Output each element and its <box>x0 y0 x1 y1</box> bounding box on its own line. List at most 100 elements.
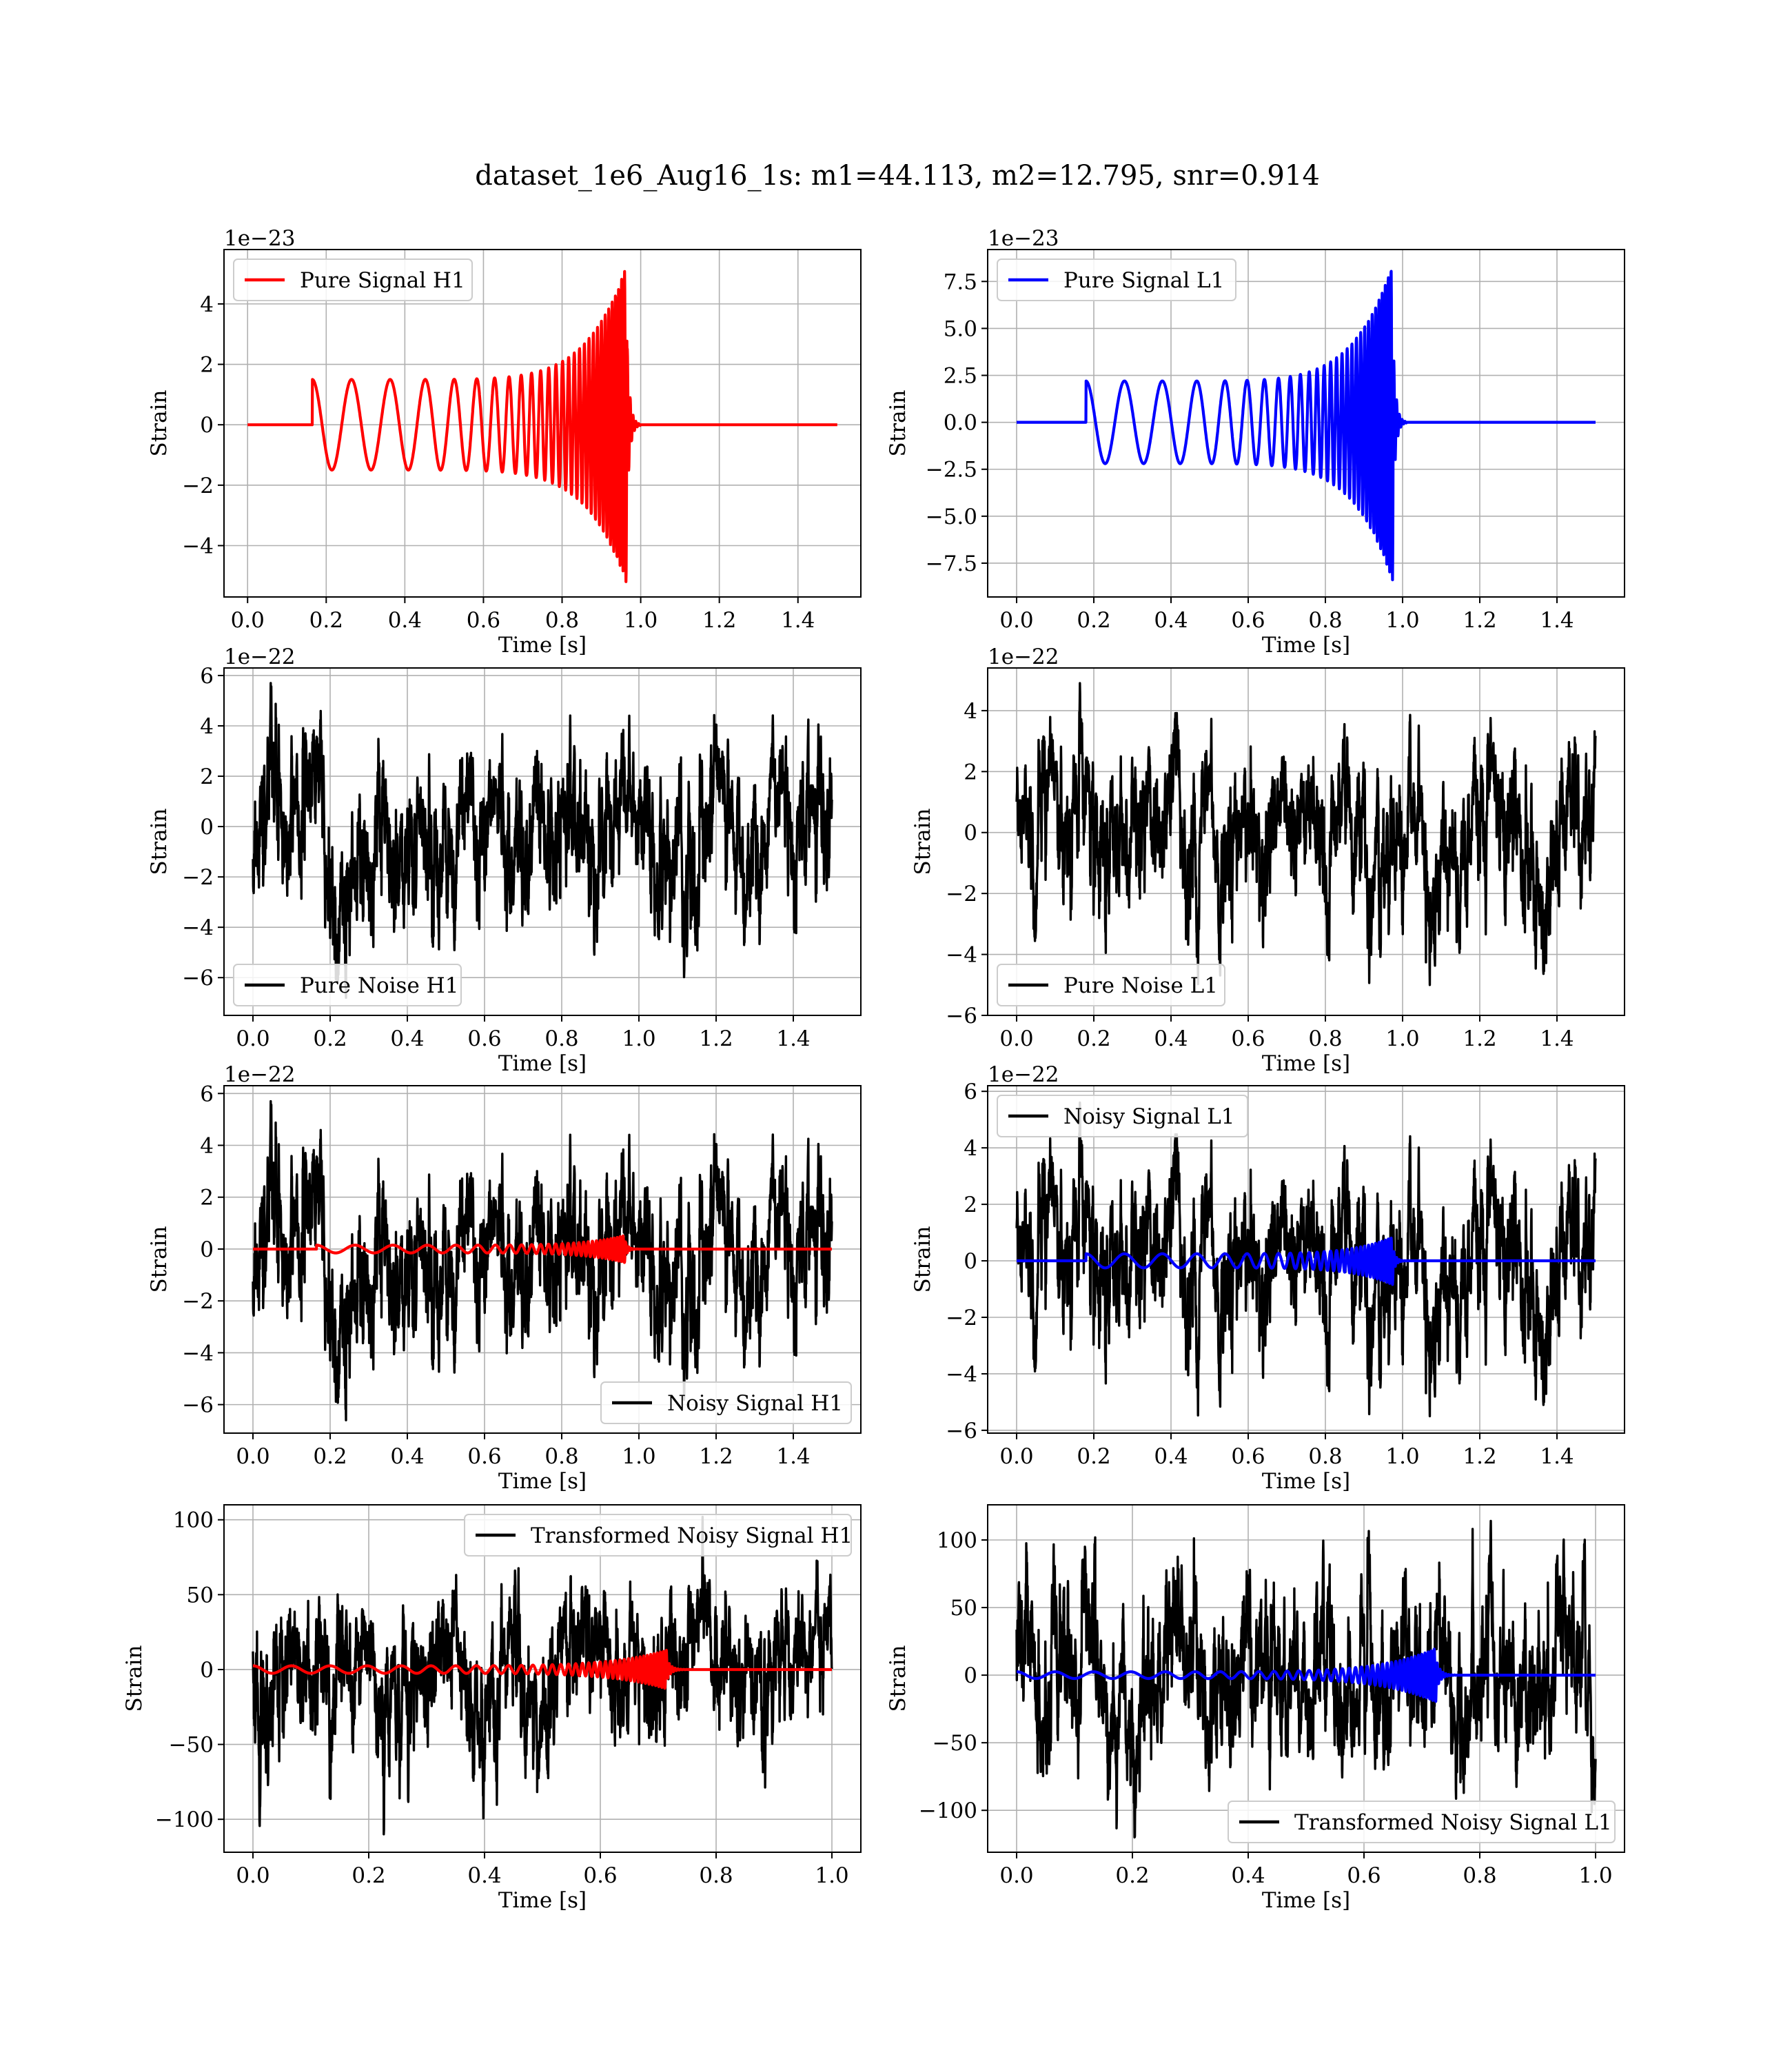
series-line-0 <box>252 1515 833 1836</box>
x-tick-label: 0.8 <box>545 608 579 633</box>
x-axis-label: Time [s] <box>1262 1051 1350 1076</box>
chart-panel-top-right: 0.0 0.2 0.4 0.6 0.8 1.0 1.2 1.4 −7.5 −5.0 −2.5 0.0 2… <box>886 226 1625 658</box>
legend-label: Pure Signal H1 <box>300 268 465 293</box>
series-group <box>246 270 839 583</box>
axis-offset-label: 1e−22 <box>988 645 1059 669</box>
legend-box <box>464 1514 852 1557</box>
y-tick-label: 4 <box>200 292 214 317</box>
legend-label: Noisy Signal L1 <box>1063 1104 1235 1129</box>
y-tick-label: −6 <box>182 966 214 991</box>
x-tick-label: 0.4 <box>1154 1026 1188 1051</box>
series-line-0 <box>252 682 833 1000</box>
x-axis-label: Time [s] <box>1262 1888 1350 1913</box>
y-tick-label: 6 <box>200 1082 214 1106</box>
x-tick-label: 0.4 <box>388 608 422 633</box>
series-group <box>1015 270 1597 582</box>
y-tick-label: −6 <box>946 1004 977 1028</box>
grid <box>988 250 1625 597</box>
x-tick-label: 1.2 <box>702 608 736 633</box>
series-line-1 <box>252 1648 833 1690</box>
y-axis-label: Strain <box>910 1226 935 1293</box>
series-line-1 <box>1015 1648 1597 1703</box>
x-tick-label: 0.6 <box>1231 608 1265 633</box>
y-tick-label: 4 <box>200 1134 214 1159</box>
legend: Transformed Noisy Signal L1 <box>1228 1801 1616 1843</box>
legend-label: Transformed Noisy Signal L1 <box>1294 1810 1612 1835</box>
x-tick-label: 0.4 <box>1154 608 1188 633</box>
y-tick-label: 0.0 <box>944 411 977 436</box>
x-tick-label: 0.2 <box>313 1026 347 1051</box>
y-tick-label: 2 <box>964 1193 977 1217</box>
y-tick-label: −100 <box>155 1807 214 1832</box>
legend-box <box>997 1095 1248 1137</box>
chart-panel-second-left: 0.0 0.2 0.4 0.6 0.8 1.0 1.2 1.4 −6 −4 −2 0 2 4 6 1e−22 T… <box>147 645 862 1076</box>
x-tick-label: 1.0 <box>622 1444 655 1469</box>
y-tick-label: −7.5 <box>926 551 977 576</box>
y-tick-label: 4 <box>200 714 214 739</box>
legend: Pure Noise H1 <box>233 964 462 1006</box>
y-tick-label: −2 <box>946 882 977 906</box>
x-tick-label: 0.0 <box>236 1444 269 1469</box>
x-tick-label: 0.0 <box>236 1026 269 1051</box>
x-tick-label: 0.0 <box>999 1863 1033 1888</box>
x-tick-label: 0.4 <box>390 1444 424 1469</box>
x-tick-label: 1.0 <box>624 608 658 633</box>
x-tick-label: 1.4 <box>776 1444 810 1469</box>
legend-label: Pure Noise H1 <box>300 973 458 998</box>
x-tick-label: 0.2 <box>309 608 343 633</box>
legend: Pure Signal H1 <box>233 258 473 301</box>
legend-label: Pure Signal L1 <box>1063 268 1224 293</box>
y-tick-label: −6 <box>182 1393 214 1418</box>
y-tick-label: 0 <box>200 413 214 438</box>
y-tick-label: 0 <box>200 1237 214 1262</box>
y-tick-label: 5.0 <box>944 316 977 341</box>
x-tick-label: 1.2 <box>1463 1444 1496 1469</box>
chart-panel-third-left: 0.0 0.2 0.4 0.6 0.8 1.0 1.2 1.4 −6 −4 −2 0 2 4 6 1e−22 T… <box>147 1062 862 1494</box>
x-tick-label: 0.8 <box>699 1863 733 1888</box>
series-line-0 <box>1015 270 1597 582</box>
x-tick-label: 0.4 <box>467 1863 501 1888</box>
legend: Pure Noise L1 <box>997 964 1225 1006</box>
x-tick-label: 0.4 <box>1154 1444 1188 1469</box>
x-tick-label: 0.8 <box>1308 608 1342 633</box>
y-tick-label: 2 <box>200 353 214 378</box>
axes-frame <box>223 1085 862 1434</box>
y-tick-label: −2 <box>182 865 214 890</box>
x-tick-label: 1.4 <box>1540 1026 1574 1051</box>
axes-frame <box>987 1085 1625 1434</box>
y-tick-label: −4 <box>946 943 977 968</box>
x-tick-label: 0.4 <box>1231 1863 1265 1888</box>
y-tick-label: 0 <box>964 1663 977 1688</box>
chart-panel-bottom-right: 0.0 0.2 0.4 0.6 0.8 1.0 −100 −50 0 50 100 Time [s] S… <box>886 1504 1625 1913</box>
x-tick-label: 0.0 <box>231 608 265 633</box>
x-tick-label: 1.2 <box>1463 1026 1496 1051</box>
chart-panel-second-right: 0.0 0.2 0.4 0.6 0.8 1.0 1.2 1.4 −6 −4 −2 0 2 4 1e−22 Ti… <box>910 645 1625 1076</box>
y-axis-label: Strain <box>147 1226 172 1293</box>
x-tick-label: 1.2 <box>699 1444 733 1469</box>
x-tick-label: 1.2 <box>1463 608 1496 633</box>
y-tick-label: 50 <box>950 1596 977 1621</box>
y-tick-label: 0 <box>964 1249 977 1274</box>
x-tick-label: 0.8 <box>544 1026 578 1051</box>
axes-frame <box>223 667 862 1016</box>
y-tick-label: 6 <box>200 664 214 689</box>
x-axis-label: Time [s] <box>498 1888 587 1913</box>
axis-offset-label: 1e−22 <box>988 1062 1059 1087</box>
y-tick-label: 50 <box>187 1583 214 1608</box>
series-group <box>1015 1519 1597 1839</box>
x-tick-label: 0.2 <box>1077 1444 1110 1469</box>
x-tick-label: 0.0 <box>999 608 1033 633</box>
legend-box <box>233 258 473 301</box>
axes-frame <box>987 1504 1625 1853</box>
axis-offset-label: 1e−22 <box>224 1062 296 1087</box>
x-tick-label: 0.8 <box>1308 1026 1342 1051</box>
y-axis-label: Strain <box>147 390 172 457</box>
series-line-0 <box>1015 682 1597 986</box>
panels: 0.0 0.2 0.4 0.6 0.8 1.0 1.2 1.4 −4 −2 0 2 4 1e−23 Time… <box>122 226 1625 1913</box>
x-tick-label: 0.6 <box>1231 1026 1265 1051</box>
legend: Transformed Noisy Signal H1 <box>464 1514 853 1557</box>
y-axis-label: Strain <box>886 390 910 457</box>
series-line-0 <box>1015 1519 1597 1839</box>
